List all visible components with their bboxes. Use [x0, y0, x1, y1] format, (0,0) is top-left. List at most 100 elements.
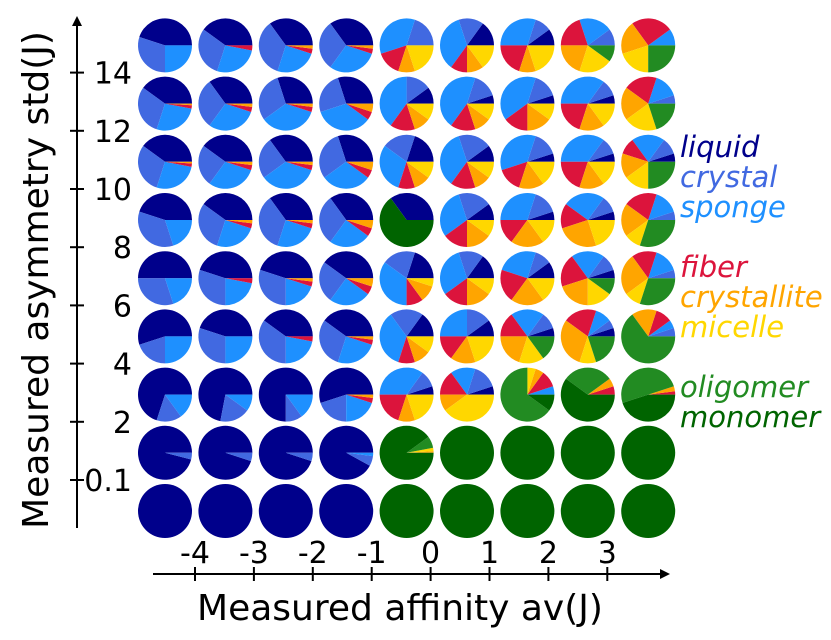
pie-slice-crystal — [138, 145, 165, 188]
pie-slice-sponge — [501, 251, 536, 279]
pie-slice-crystallite — [560, 45, 588, 72]
pie-slice-fiber — [527, 372, 554, 395]
pie-slice-crystal — [406, 372, 433, 395]
pie-slice-micelle — [626, 220, 649, 246]
pie-slice-monomer — [560, 484, 615, 538]
pie-slice-crystal — [156, 394, 181, 422]
pie-r5-c4 — [379, 193, 434, 248]
pie-slice-liquid — [337, 134, 374, 162]
pie-slice-crystal — [467, 309, 489, 337]
pie-r1-c5 — [440, 425, 494, 480]
pie-slice-sponge — [156, 161, 192, 189]
pie-slice-micelle — [527, 45, 555, 72]
pie-r1-c4 — [379, 425, 434, 480]
x-tick-label: 2 — [539, 536, 558, 571]
pie-slice-fiber — [626, 76, 657, 104]
pie-slice-fiber — [346, 220, 372, 236]
pie-slice-crystallite — [440, 394, 467, 411]
pie-slice-fiber — [440, 372, 467, 395]
pie-slice-fiber — [379, 394, 407, 421]
pie-r7-c7 — [560, 76, 615, 131]
pie-slice-liquid — [324, 251, 374, 279]
pie-r3-c1 — [198, 309, 253, 364]
pie-slice-crystal — [137, 211, 174, 248]
pie-r6-c4 — [379, 134, 434, 189]
pie-r0-c1 — [198, 484, 253, 538]
pie-slice-liquid — [406, 252, 434, 279]
y-tick-label: 2 — [113, 406, 132, 441]
pie-slice-sponge — [320, 103, 369, 131]
pie-slice-crystal — [138, 87, 165, 130]
pie-slice-fiber — [346, 278, 372, 295]
pie-slice-crystallite — [500, 336, 528, 363]
legend-item-crystallite: crystallite — [680, 280, 823, 314]
pie-slice-oligomer — [565, 367, 610, 395]
pie-slice-sponge — [500, 134, 536, 171]
pie-slice-crystallite — [285, 220, 313, 224]
pie-slice-micelle — [527, 278, 555, 301]
pie-r7-c2 — [258, 76, 313, 131]
pie-slice-crystallite — [451, 336, 476, 364]
pie-slice-monomer — [560, 378, 615, 422]
pie-r5-c3 — [319, 193, 374, 247]
pie-slice-liquid — [406, 87, 434, 104]
pie-slice-fiber — [587, 386, 615, 395]
pie-slice-monomer — [527, 394, 555, 411]
pie-slice-fiber — [390, 103, 415, 131]
pie-slice-crystal — [198, 269, 226, 306]
pie-slice-micelle — [406, 394, 434, 421]
pie-slice-crystallite — [165, 161, 193, 164]
pie-r5-c0 — [137, 192, 193, 248]
pie-slice-fiber — [501, 161, 528, 188]
pie-slice-fiber — [165, 103, 192, 109]
pie-r1-c8 — [621, 425, 676, 480]
pie-slice-monomer — [621, 484, 676, 538]
pie-slice-micelle — [467, 278, 494, 295]
pie-slice-crystallite — [511, 220, 544, 247]
pie-slice-liquid — [263, 309, 313, 337]
pie-r3-c6 — [500, 309, 555, 364]
pie-slice-fiber — [451, 45, 467, 73]
pie-slice-sponge — [165, 45, 192, 73]
pie-slice-liquid — [527, 262, 555, 279]
y-tick-label: 8 — [113, 231, 132, 266]
pie-r8-c6 — [500, 18, 555, 73]
pie-slice-fiber — [560, 161, 588, 188]
pie-slice-liquid — [467, 23, 494, 46]
pie-slice-crystal — [648, 211, 676, 220]
pie-slice-sponge — [579, 18, 610, 46]
pie-slice-crystallite — [519, 161, 544, 189]
pie-slice-liquid — [527, 29, 555, 46]
pie-slice-liquid — [143, 76, 192, 104]
pie-slice-crystallite — [579, 103, 604, 131]
pie-r1-c7 — [560, 425, 615, 480]
pie-slice-fiber — [648, 391, 676, 395]
pie-slice-liquid — [198, 484, 253, 538]
pie-slice-sponge — [337, 336, 372, 364]
pie-slice-fiber — [560, 19, 588, 46]
pie-slice-micelle — [406, 278, 434, 287]
pie-slice-micelle — [406, 45, 434, 72]
pie-slice-liquid — [527, 211, 555, 220]
y-tick-label: 14 — [94, 57, 132, 92]
pie-slice-liquid — [137, 309, 192, 345]
pie-slice-micelle — [626, 278, 649, 304]
pie-slice-liquid — [258, 425, 313, 480]
pie-slice-fiber — [500, 45, 528, 72]
pie-r0-c8 — [621, 484, 676, 538]
pie-slice-monomer — [560, 425, 615, 480]
pie-r7-c5 — [440, 76, 494, 131]
pie-slice-crystallite — [406, 451, 434, 453]
pie-slice-sponge — [379, 76, 407, 126]
pie-r5-c7 — [560, 193, 615, 248]
pie-slice-sponge — [587, 310, 610, 337]
pie-slice-liquid — [337, 76, 374, 104]
pie-slice-micelle — [579, 336, 597, 364]
pie-slice-fiber — [406, 278, 423, 306]
pie-slice-micelle — [445, 394, 494, 422]
pie-r8-c2 — [258, 18, 313, 73]
pie-slice-crystallite — [560, 320, 588, 363]
pie-slice-crystal — [587, 29, 615, 46]
y-tick-label: 0.1 — [84, 464, 132, 499]
pie-slice-sponge — [648, 29, 676, 46]
